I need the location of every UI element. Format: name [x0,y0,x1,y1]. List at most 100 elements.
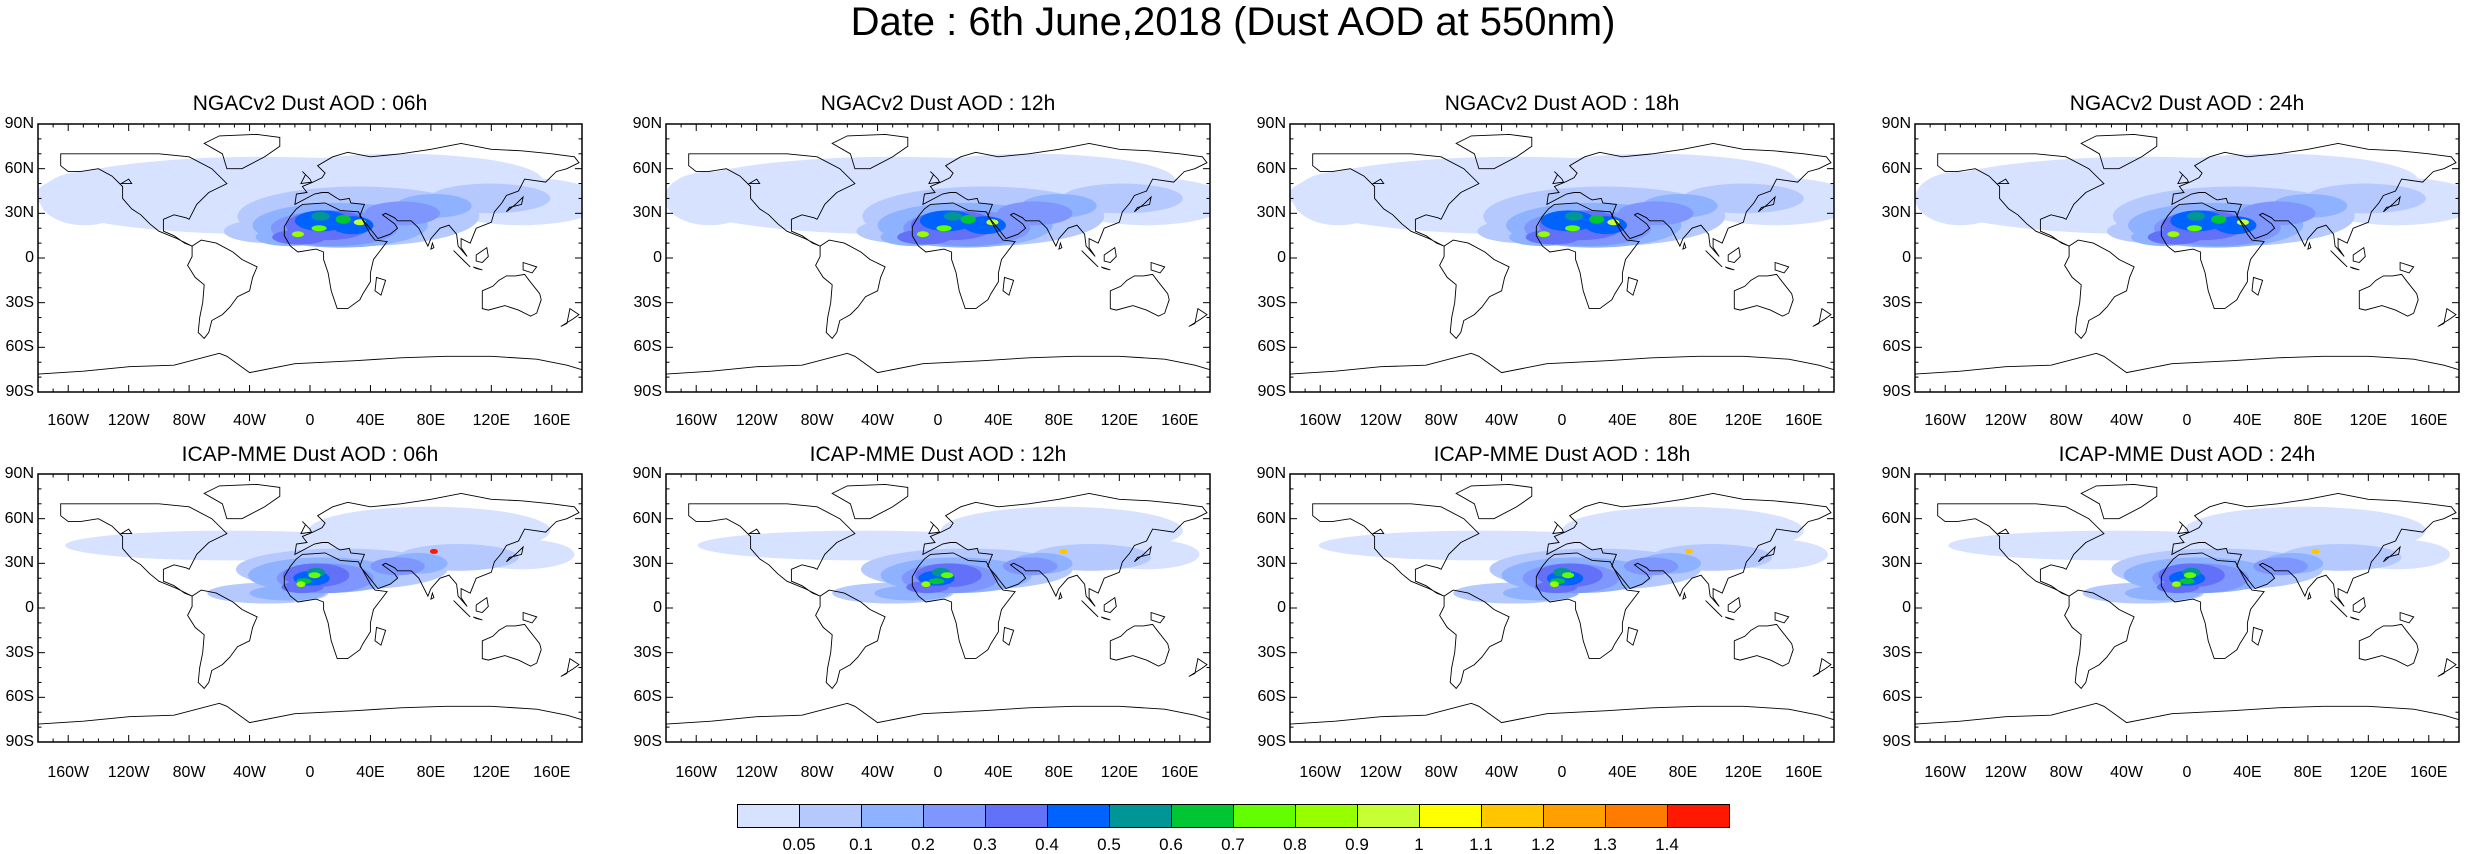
aod-field [960,214,976,224]
lon-tick-label: 0 [305,412,315,429]
coastline [2399,261,2415,274]
lat-tick-label: 30N [632,554,662,572]
colorbar-label: 0.3 [973,835,997,854]
coastline [1535,202,1640,310]
coastline-antarctica [38,352,582,375]
coastline [472,266,483,271]
coastline [1812,307,1832,327]
coastline [1682,241,1687,250]
lat-tick-label: 60S [1882,688,1911,706]
coastline [2177,521,2190,535]
lon-tick-label: 120E [472,412,511,429]
lon-tick-label: 80W [2049,412,2083,429]
coastline [1150,261,1166,274]
coastline [2080,483,2158,520]
aod-hotspot [429,548,438,554]
coastline [2358,623,2419,667]
lat-tick-label: 90N [1881,465,1911,482]
coastline [1535,552,1640,660]
lat-tick-label: 30S [1257,643,1286,661]
aod-field [2211,214,2227,224]
coastline [1455,483,1533,520]
aod-field [1589,214,1605,224]
lon-tick-label: 80E [1044,764,1074,781]
colorbar-label: 0.1 [849,835,873,854]
lon-tick-label: 120W [107,764,150,781]
coastline [911,202,1016,310]
lat-tick-label: 30S [5,643,34,661]
colorbar-swatch [1357,804,1420,828]
lat-tick-label: 90S [5,383,34,400]
aod-field [1565,211,1584,221]
colorbar-swatch [1419,804,1482,828]
coastline [1937,503,2105,597]
lat-tick-label: 30S [5,293,34,311]
lon-tick-label: 80W [2049,764,2083,781]
lat-tick-label: 60S [633,338,662,356]
coastline [2349,266,2360,271]
lon-tick-label: 120E [1100,412,1139,429]
lat-tick-label: 30N [1881,204,1911,222]
coastline [1109,273,1170,317]
coastline-antarctica [666,702,1210,725]
coastline [1058,591,1063,600]
aod-field [1562,572,1575,579]
coastline [831,133,909,170]
lat-tick-label: 0 [25,249,34,266]
lat-tick-label: 30N [1256,204,1286,222]
aod-field [921,581,931,588]
dust-aod-map [1914,123,2460,393]
lon-tick-label: 0 [2182,764,2192,781]
lat-tick-label: 60N [1881,509,1911,527]
coastline [1727,246,1741,263]
coastline [1758,545,1776,563]
coastline [1455,133,1533,170]
coastline [2352,246,2366,263]
coastline-antarctica [1290,352,1834,375]
aod-hotspot [2311,548,2320,554]
coastline [1626,626,1639,646]
lat-tick-label: 0 [1277,599,1286,616]
coastline [430,591,435,600]
lon-tick-label: 80W [172,412,206,429]
aod-field [2170,210,2225,232]
lon-tick-label: 0 [2182,412,2192,429]
lat-tick-label: 90S [633,383,662,400]
lon-tick-label: 160W [675,412,718,429]
coastline [747,178,761,185]
coastline [1758,195,1776,213]
coastline [187,589,258,690]
lat-tick-label: 0 [1902,599,1911,616]
coastline [2349,616,2360,621]
lon-tick-label: 40E [2233,412,2262,429]
lon-tick-label: 40W [1485,764,1518,781]
coastline [2383,195,2401,213]
coastline [283,552,388,660]
colorbar-swatch [1233,804,1296,828]
lon-tick-label: 160W [1924,764,1967,781]
coastline [1626,276,1639,296]
lat-tick-label: 60N [1256,509,1286,527]
lon-tick-label: 80W [172,764,206,781]
aod-field [311,211,330,221]
coastline [1134,545,1152,563]
aod-field [1537,231,1550,238]
coastline [1002,276,1015,296]
colorbar-swatch [1481,804,1544,828]
lat-tick-label: 90N [632,465,662,482]
lon-tick-label: 120E [1100,764,1139,781]
aod-field [1002,557,1058,576]
lon-tick-label: 80E [1668,764,1698,781]
aod-field [1293,171,1384,226]
colorbar-swatch [1667,804,1730,828]
dust-aod-map [37,473,583,743]
lat-tick-label: 0 [1902,249,1911,266]
coastline [2251,276,2264,296]
coastline [506,545,524,563]
coastline [2251,626,2264,646]
coastline-antarctica [1915,702,2459,725]
coastline [1371,528,1385,535]
lon-tick-label: 0 [933,412,943,429]
aod-field [2187,211,2206,221]
lon-tick-label: 160E [2410,764,2448,781]
